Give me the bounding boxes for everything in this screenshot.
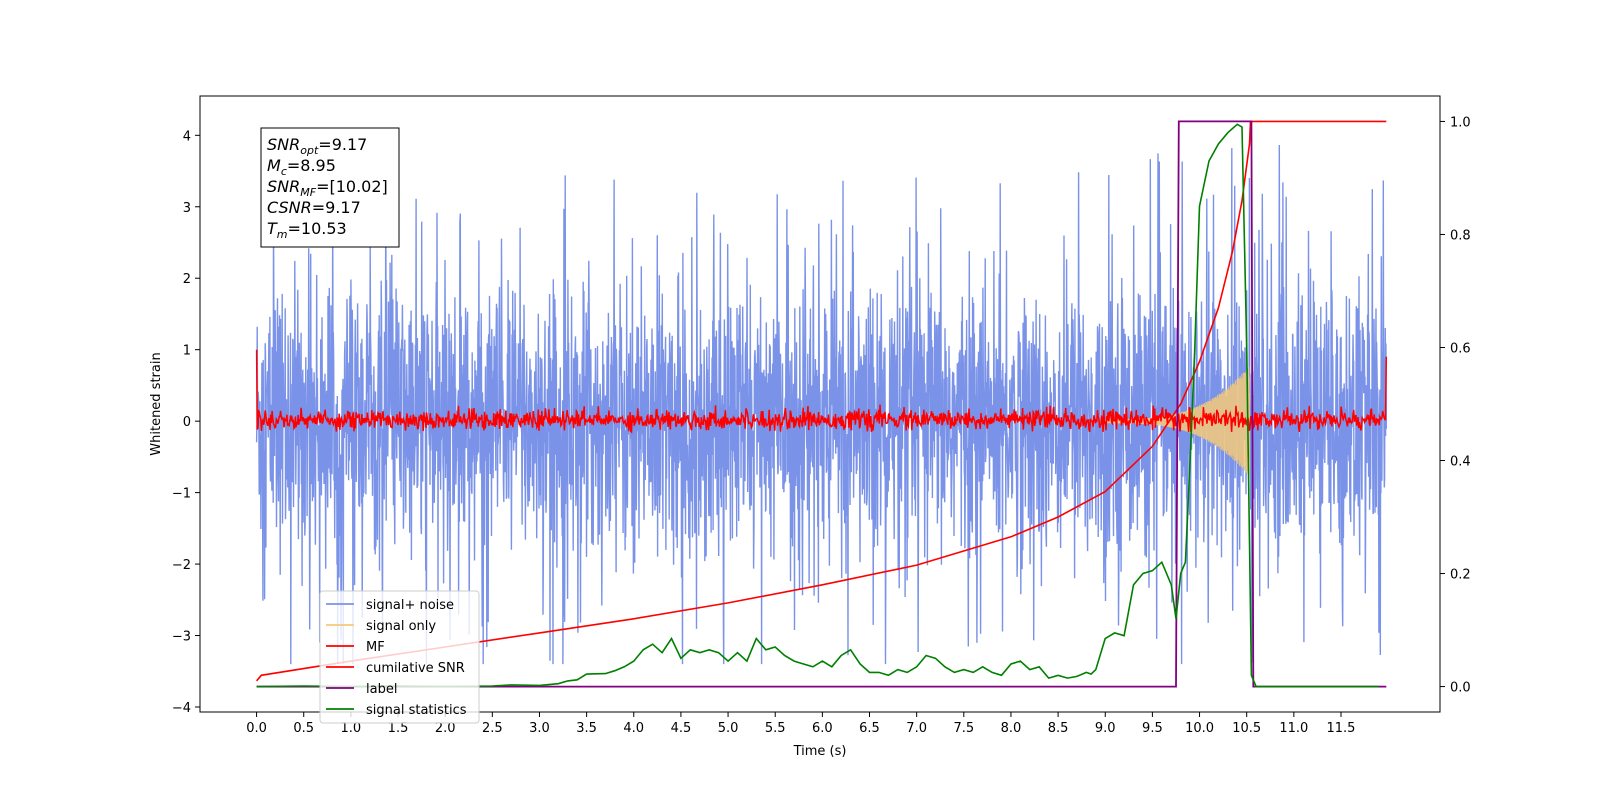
- y-right-tick-label: 0.2: [1450, 568, 1471, 583]
- y-left-tick-label: −3: [172, 630, 191, 645]
- x-tick-label: 9.5: [1142, 721, 1163, 736]
- annotation-line: Tm=10.53: [267, 219, 347, 241]
- y-left-tick-label: 4: [183, 129, 191, 144]
- legend-label: signal+ noise: [366, 598, 454, 613]
- x-tick-label: 1.5: [388, 721, 409, 736]
- series-signal-statistics: [256, 123, 1379, 688]
- annotation-value: =10.53: [288, 219, 347, 238]
- x-tick-label: 5.5: [765, 721, 786, 736]
- legend-label: label: [366, 682, 397, 697]
- axes-layer: 0.0 0.5 1.0 1.5 2.0 2.5 3.0 3.5 4.0 4.5 5.0 5.5 6.0 6…: [172, 115, 1471, 736]
- x-tick-label: 8.5: [1048, 721, 1069, 736]
- y-right-tick-label: 0.4: [1450, 455, 1471, 470]
- x-tick-label: 4.5: [671, 721, 692, 736]
- y-left-tick-label: 2: [183, 272, 191, 287]
- x-tick-label: 3.0: [529, 721, 550, 736]
- legend-label: cumilative SNR: [366, 661, 465, 676]
- annotation-value: =[10.02]: [316, 177, 388, 196]
- annotation-subscript: m: [277, 228, 288, 241]
- annotation-line: SNRopt=9.17: [267, 135, 367, 157]
- x-tick-label: 11.5: [1327, 721, 1356, 736]
- x-tick-label: 4.0: [623, 721, 644, 736]
- annotation-symbol: CSNR: [267, 198, 312, 217]
- x-tick-label: 10.0: [1185, 721, 1214, 736]
- legend-label: signal only: [366, 619, 436, 634]
- y-right-tick-label: 0.8: [1450, 228, 1471, 243]
- y-left-tick-label: −2: [172, 558, 191, 573]
- x-tick-label: 9.0: [1095, 721, 1116, 736]
- annotation-symbol: SNR: [267, 135, 300, 154]
- annotation-subscript: MF: [300, 186, 316, 199]
- x-tick-label: 6.0: [812, 721, 833, 736]
- annotation-frame: [260, 127, 400, 248]
- legend-frame: [319, 590, 480, 724]
- annotation-line: CSNR=9.17: [267, 198, 361, 217]
- annotation-value: =9.17: [318, 135, 367, 154]
- x-tick-label: 5.0: [718, 721, 739, 736]
- annotation-symbol: SNR: [267, 177, 300, 196]
- legend: signal+ noise signal only MF cumilative SNR…: [319, 590, 480, 724]
- annotation-line: Mc=8.95: [267, 156, 336, 178]
- y-left-tick-label: 3: [183, 201, 191, 216]
- annotation-subscript: opt: [300, 144, 319, 157]
- x-tick-label: 8.0: [1001, 721, 1022, 736]
- x-tick-label: 10.5: [1232, 721, 1261, 736]
- plot-frame: [199, 95, 1441, 713]
- annotation-symbol: M: [267, 156, 281, 175]
- y-left-tick-label: −1: [172, 487, 191, 502]
- x-tick-label: 7.0: [906, 721, 927, 736]
- y-right-tick-label: 1.0: [1450, 115, 1471, 130]
- x-tick-label: 2.0: [435, 721, 456, 736]
- legend-label: MF: [366, 640, 385, 655]
- y-right-tick-label: 0.0: [1450, 681, 1471, 696]
- x-tick-label: 11.0: [1279, 721, 1308, 736]
- y-axis-label: Whitened strain: [149, 352, 164, 455]
- x-axis-label: Time (s): [793, 744, 847, 759]
- x-tick-label: 1.0: [341, 721, 362, 736]
- x-tick-label: 6.5: [859, 721, 880, 736]
- annotation-value: =9.17: [312, 198, 361, 217]
- x-tick-label: 0.5: [293, 721, 314, 736]
- x-tick-label: 2.5: [482, 721, 503, 736]
- y-right-tick-label: 0.6: [1450, 341, 1471, 356]
- annotation-subscript: c: [281, 165, 287, 178]
- y-left-tick-label: 1: [183, 344, 191, 359]
- x-tick-label: 3.5: [576, 721, 597, 736]
- x-tick-label: 7.5: [953, 721, 974, 736]
- y-left-tick-label: −4: [172, 701, 191, 716]
- y-left-tick-label: 0: [183, 415, 191, 430]
- x-tick-label: 0.0: [246, 721, 267, 736]
- series-mf: [255, 349, 1388, 434]
- annotation-value: =8.95: [287, 156, 336, 175]
- annotation-symbol: T: [267, 219, 278, 238]
- annotation-line: SNRMF=[10.02]: [267, 177, 388, 199]
- legend-label: signal statistics: [366, 703, 467, 718]
- annotation-box: SNRopt=9.17Mc=8.95SNRMF=[10.02]CSNR=9.17…: [260, 127, 400, 248]
